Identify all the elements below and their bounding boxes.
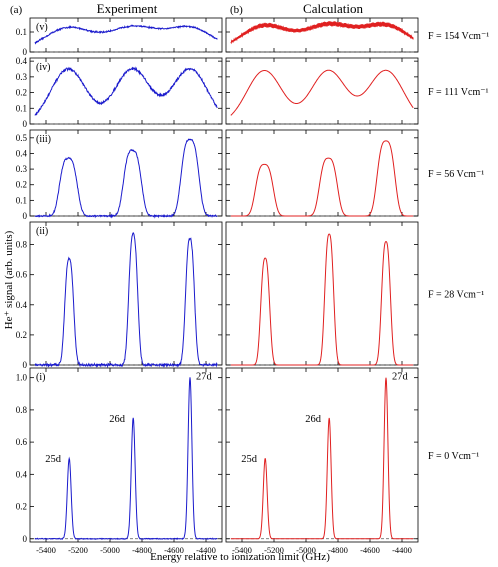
x-tick-label: -4400 [392, 545, 412, 555]
peak-label: 26d [305, 414, 322, 425]
peak-label: 25d [45, 454, 62, 465]
panel-3: 0 0.2 0.4 0.6 0.8 (ii) F = 28 Vcm⁻¹ [16, 221, 484, 370]
peak-label: 26d [109, 414, 126, 425]
x-tick-label: -4800 [328, 545, 348, 555]
x-tick-label: -5000 [296, 545, 316, 555]
calculation-series-line [230, 377, 414, 540]
x-tick-label: -5200 [264, 545, 284, 555]
y-tick-label: 0.4 [16, 469, 28, 479]
chart-panels: 0 0.1 (v) F = 154 Vcm⁻¹ 0 0.1 0.2 0.3 0.4 (iv) F =… [16, 17, 489, 555]
experiment-series-line [34, 138, 218, 219]
y-tick-label: 0 [23, 360, 28, 370]
calculation-series-line [230, 233, 414, 366]
y-tick-label: 0.1 [16, 103, 27, 113]
panel-frame [29, 367, 223, 543]
left-column-title: Experiment [97, 1, 158, 16]
panel-2: 0 0.1 0.2 0.3 0.4 0.5 (iii) F = 56 Vcm⁻¹ [16, 129, 484, 221]
y-tick-label: 0.3 [16, 72, 28, 82]
field-label: F = 56 Vcm⁻¹ [428, 169, 484, 180]
x-axis-label: Energy relative to ionization limit (GHz… [150, 551, 330, 563]
panel-0: 0 0.1 (v) F = 154 Vcm⁻¹ [16, 17, 489, 57]
y-tick-label: 0.2 [16, 330, 27, 340]
y-tick-label: 0.3 [16, 164, 28, 174]
y-tick-label: 0.8 [16, 405, 28, 415]
peak-label: 27d [392, 372, 409, 383]
y-tick-label: 0.8 [16, 240, 28, 250]
right-panel-header: (b) [230, 4, 243, 16]
x-tick-label: -4600 [164, 545, 184, 555]
experiment-series-line [34, 24, 218, 45]
peak-label: 25d [241, 454, 258, 465]
panel-label: (ii) [36, 226, 48, 237]
y-tick-label: 1.0 [16, 373, 28, 383]
y-tick-label: 0 [23, 119, 28, 129]
calculation-series-line [230, 21, 414, 45]
field-label: F = 111 Vcm⁻¹ [428, 87, 489, 98]
experiment-series-line [34, 377, 218, 541]
y-tick-label: 0.6 [16, 437, 28, 447]
experiment-series-line [34, 232, 218, 369]
calculation-series-line [230, 69, 414, 116]
field-label: F = 0 Vcm⁻¹ [428, 451, 479, 462]
y-tick-label: 0.2 [16, 88, 27, 98]
panel-label: (iv) [36, 62, 50, 73]
y-axis-label: He⁺ signal (arb. units) [3, 230, 15, 329]
panel-1: 0 0.1 0.2 0.3 0.4 (iv) F = 111 Vcm⁻¹ [16, 56, 489, 129]
y-tick-label: 0.4 [16, 56, 28, 66]
field-label: F = 154 Vcm⁻¹ [428, 31, 489, 42]
y-tick-label: 0.2 [16, 180, 27, 190]
x-tick-label: -4400 [196, 545, 216, 555]
peak-label: 27d [196, 372, 213, 383]
panel-label: (v) [36, 22, 48, 33]
x-tick-label: -4600 [360, 545, 380, 555]
panel-frame [29, 17, 223, 53]
left-panel-header: (a) [10, 4, 23, 16]
panel-frame [225, 367, 419, 543]
x-tick-label: -5000 [100, 545, 120, 555]
y-tick-label: 0.6 [16, 270, 28, 280]
x-tick-label: -5400 [232, 545, 252, 555]
x-tick-label: -5200 [68, 545, 88, 555]
experiment-series-line [34, 66, 218, 116]
panel-label: (iii) [36, 134, 51, 145]
y-tick-label: 0 [23, 534, 28, 544]
y-tick-label: 0.4 [16, 300, 28, 310]
x-tick-label: -4800 [132, 545, 152, 555]
y-tick-label: 0.1 [16, 195, 27, 205]
y-tick-label: 0 [23, 211, 28, 221]
y-tick-label: 0.5 [16, 133, 28, 143]
panel-4: 0 0.2 0.4 0.6 0.8 1.0 -5400 -5200 -5000 -4800 -460… [16, 367, 479, 555]
field-label: F = 28 Vcm⁻¹ [428, 290, 484, 301]
y-tick-label: 0.2 [16, 502, 27, 512]
panel-label: (i) [36, 372, 45, 383]
panel-frame [29, 57, 223, 125]
y-tick-label: 0 [23, 47, 28, 57]
right-column-title: Calculation [303, 1, 363, 16]
panel-frame [225, 57, 419, 125]
y-tick-label: 0.4 [16, 148, 28, 158]
calculation-series-line [230, 140, 414, 217]
y-tick-label: 0.1 [16, 27, 27, 37]
x-tick-label: -5400 [36, 545, 56, 555]
